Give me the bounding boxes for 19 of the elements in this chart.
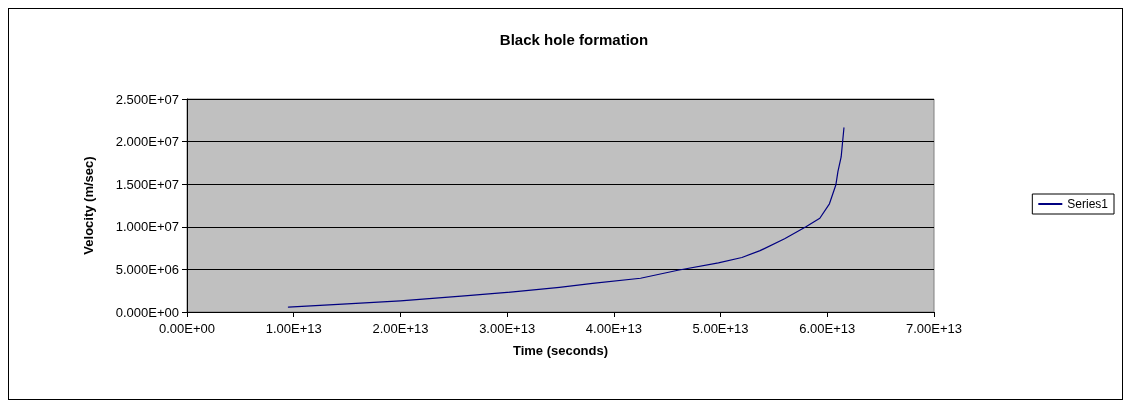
x-tick-label: 6.00E+13 <box>799 321 856 336</box>
y-tick-label: 5.000E+06 <box>115 261 179 277</box>
y-tick-label: 1.000E+07 <box>115 219 179 235</box>
x-tick-label: 5.00E+13 <box>692 321 749 336</box>
y-axis-title: Velocity (m/sec) <box>81 156 96 255</box>
x-tick-label: 4.00E+13 <box>585 321 642 336</box>
y-tick-label: 1.500E+07 <box>115 176 179 192</box>
chart-title: Black hole formation <box>499 31 649 48</box>
y-tick-label: 0.000E+00 <box>115 304 179 320</box>
x-tick-label: 3.00E+13 <box>479 321 536 336</box>
x-axis-title: Time (seconds) <box>512 343 609 358</box>
x-tick-label: 2.00E+13 <box>372 321 429 336</box>
x-tick-label: 0.00E+00 <box>158 321 216 336</box>
y-tick-label: 2.000E+07 <box>115 134 179 150</box>
legend-label: Series1 <box>1067 197 1109 211</box>
x-tick-label: 1.00E+13 <box>265 321 322 336</box>
y-tick-label: 2.500E+07 <box>115 91 179 107</box>
line-series <box>287 127 845 308</box>
x-tick-label: 7.00E+13 <box>905 321 963 336</box>
